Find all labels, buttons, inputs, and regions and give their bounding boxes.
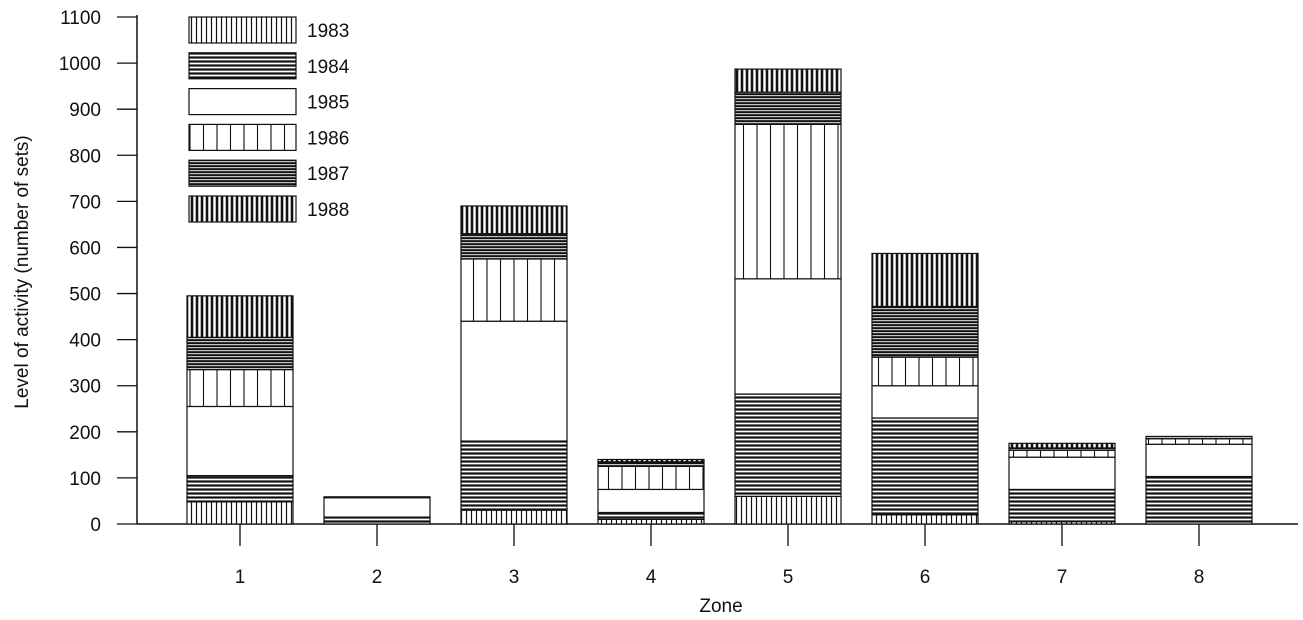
bar-stack-zone-6 — [871, 252, 979, 525]
y-axis: 0 100 200 300 400 500 600 700 800 900 1000 1100 — [59, 8, 138, 536]
x-tick-label: 6 — [920, 567, 931, 588]
bar-segment-1984-zone-3 — [460, 440, 568, 511]
bar-segment-1984-zone-8 — [1145, 475, 1253, 525]
legend-swatch-1988 — [188, 195, 297, 223]
bar-segment-1987-zone-2 — [323, 496, 431, 499]
bar-segment-1986-zone-4 — [597, 465, 705, 491]
legend-label: 1985 — [307, 93, 349, 114]
x-tick-label: 3 — [509, 567, 520, 588]
bar-segment-1983-zone-6 — [871, 514, 979, 525]
bar-segment-1985-zone-1 — [186, 405, 294, 477]
bar-segment-1985-zone-8 — [1145, 443, 1253, 478]
y-tick-label: 1000 — [59, 54, 101, 75]
y-tick-label: 700 — [69, 192, 101, 213]
bar-segment-1984-zone-6 — [871, 417, 979, 516]
bar-segment-1983-zone-5 — [734, 495, 842, 525]
legend-swatch-1984 — [188, 52, 297, 80]
bar-segment-1987-zone-8 — [1145, 435, 1253, 440]
bar-stack-zone-1 — [186, 295, 294, 525]
bar-segment-1984-zone-2 — [323, 516, 431, 525]
x-tick-label: 8 — [1194, 567, 1205, 588]
bar-segment-1986-zone-3 — [460, 258, 568, 322]
x-axis: 1 2 3 4 5 6 7 8 — [137, 523, 1298, 588]
legend-label: 1987 — [307, 164, 349, 185]
y-tick-label: 500 — [69, 285, 101, 306]
y-tick-label: 800 — [69, 146, 101, 167]
bar-stack-zone-3 — [460, 205, 568, 525]
bar-segment-1987-zone-6 — [871, 305, 979, 358]
x-tick-label: 5 — [783, 567, 794, 588]
bar-stack-zone-4 — [597, 458, 705, 525]
legend-swatch-1987 — [188, 159, 297, 187]
bar-segment-1986-zone-6 — [871, 356, 979, 387]
y-tick-label: 1100 — [60, 8, 101, 29]
bar-stack-zone-7 — [1008, 442, 1116, 525]
legend-label: 1983 — [307, 21, 349, 42]
x-tick-label: 2 — [372, 567, 383, 588]
y-tick-label: 100 — [69, 469, 101, 490]
bar-segment-1984-zone-4 — [597, 511, 705, 520]
bar-segment-1988-zone-1 — [186, 295, 294, 338]
bar-segment-1988-zone-5 — [734, 68, 842, 93]
bar-segment-1986-zone-1 — [186, 368, 294, 408]
y-tick-label: 400 — [69, 331, 101, 352]
bar-stack-zone-2 — [323, 496, 431, 525]
bar-segment-1988-zone-3 — [460, 205, 568, 235]
bar-segment-1988-zone-7 — [1008, 442, 1116, 449]
bar-segment-1987-zone-4 — [597, 461, 705, 467]
bar-segment-1986-zone-7 — [1008, 449, 1116, 458]
y-tick-label: 200 — [69, 423, 101, 444]
bar-segment-1984-zone-5 — [734, 393, 842, 497]
bar-segment-1983-zone-1 — [186, 501, 294, 525]
bar-segment-1986-zone-5 — [734, 123, 842, 280]
bar-segment-1985-zone-5 — [734, 278, 842, 395]
legend-label: 1984 — [307, 57, 350, 78]
bar-segment-1988-zone-4 — [597, 458, 705, 463]
x-tick-label: 7 — [1057, 567, 1068, 588]
legend-swatch-1985 — [188, 87, 297, 116]
bar-segment-1985-zone-4 — [597, 488, 705, 514]
y-axis-title: Level of activity (number of sets) — [12, 135, 33, 409]
legend-label: 1986 — [307, 128, 349, 149]
legend-label: 1988 — [307, 200, 349, 221]
y-tick-label: 0 — [90, 515, 101, 536]
bar-segment-1985-zone-2 — [323, 497, 431, 518]
y-tick-label: 300 — [69, 377, 101, 398]
bar-segment-1986-zone-8 — [1145, 438, 1253, 445]
bar-segment-1987-zone-1 — [186, 336, 294, 371]
x-axis-title: Zone — [699, 596, 742, 617]
y-tick-label: 900 — [69, 100, 101, 121]
x-tick-label: 4 — [646, 567, 657, 588]
bar-segment-1987-zone-5 — [734, 91, 842, 125]
y-tick-label: 600 — [69, 238, 101, 259]
bar-segment-1984-zone-7 — [1008, 488, 1116, 523]
legend-swatch-1986 — [188, 123, 297, 152]
bar-segment-1983-zone-3 — [460, 509, 568, 525]
bar-segment-1985-zone-6 — [871, 385, 979, 419]
bar-segment-1983-zone-4 — [597, 518, 705, 525]
bar-segment-1988-zone-6 — [871, 252, 979, 308]
bar-segment-1985-zone-3 — [460, 320, 568, 442]
legend-swatch-1983 — [188, 16, 297, 44]
bars — [186, 68, 1253, 525]
legend: 1983 1984 1985 1986 1987 1988 — [188, 16, 350, 223]
x-tick-label: 1 — [235, 567, 246, 588]
bar-stack-zone-8 — [1145, 435, 1253, 525]
bar-segment-1985-zone-7 — [1008, 456, 1116, 491]
bar-segment-1984-zone-1 — [186, 475, 294, 503]
bar-stack-zone-5 — [734, 68, 842, 525]
bar-segment-1987-zone-3 — [460, 233, 568, 260]
